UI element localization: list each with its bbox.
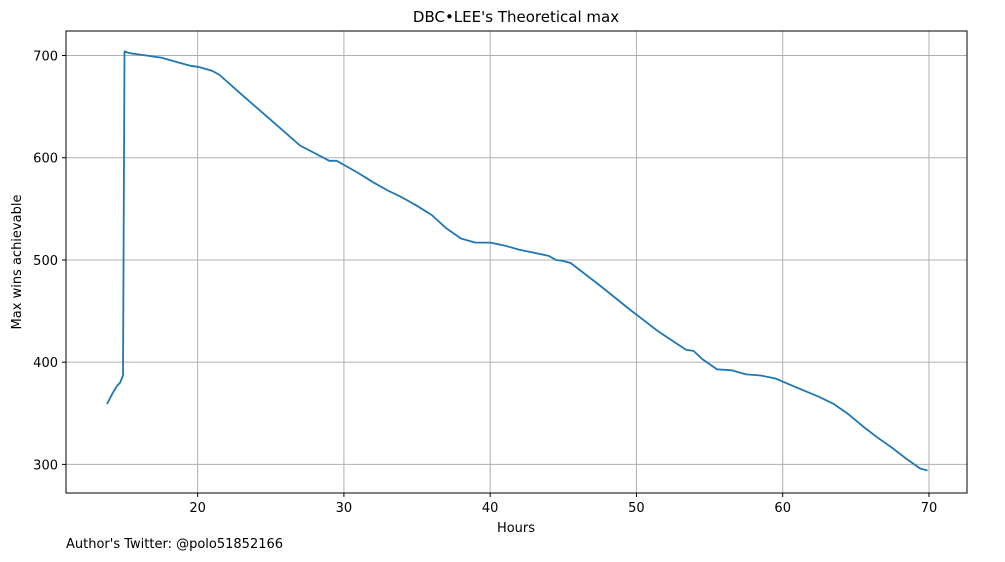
y-tick-label: 600 [33,152,58,167]
chart-title: DBC•LEE's Theoretical max [413,8,619,26]
grid-lines [66,31,967,493]
y-tick-label: 700 [33,50,58,65]
author-credit: Author's Twitter: @polo51852166 [66,537,284,552]
x-tick-label: 60 [774,501,791,516]
y-axis-ticks: 300 400 500 600 700 [33,50,66,473]
x-tick-label: 40 [482,501,499,516]
y-axis-label: Max wins achievable [10,195,25,330]
x-tick-label: 70 [921,501,938,516]
x-axis-ticks: 20 30 40 50 60 70 [189,493,937,516]
y-tick-label: 400 [33,356,58,371]
x-axis-label: Hours [497,521,535,536]
x-tick-label: 30 [336,501,353,516]
y-tick-label: 500 [33,254,58,269]
x-tick-label: 50 [628,501,645,516]
series-line [106,50,928,472]
y-tick-label: 300 [33,458,58,473]
x-tick-label: 20 [189,501,206,516]
series-group [106,50,928,472]
plot-frame [65,30,968,494]
